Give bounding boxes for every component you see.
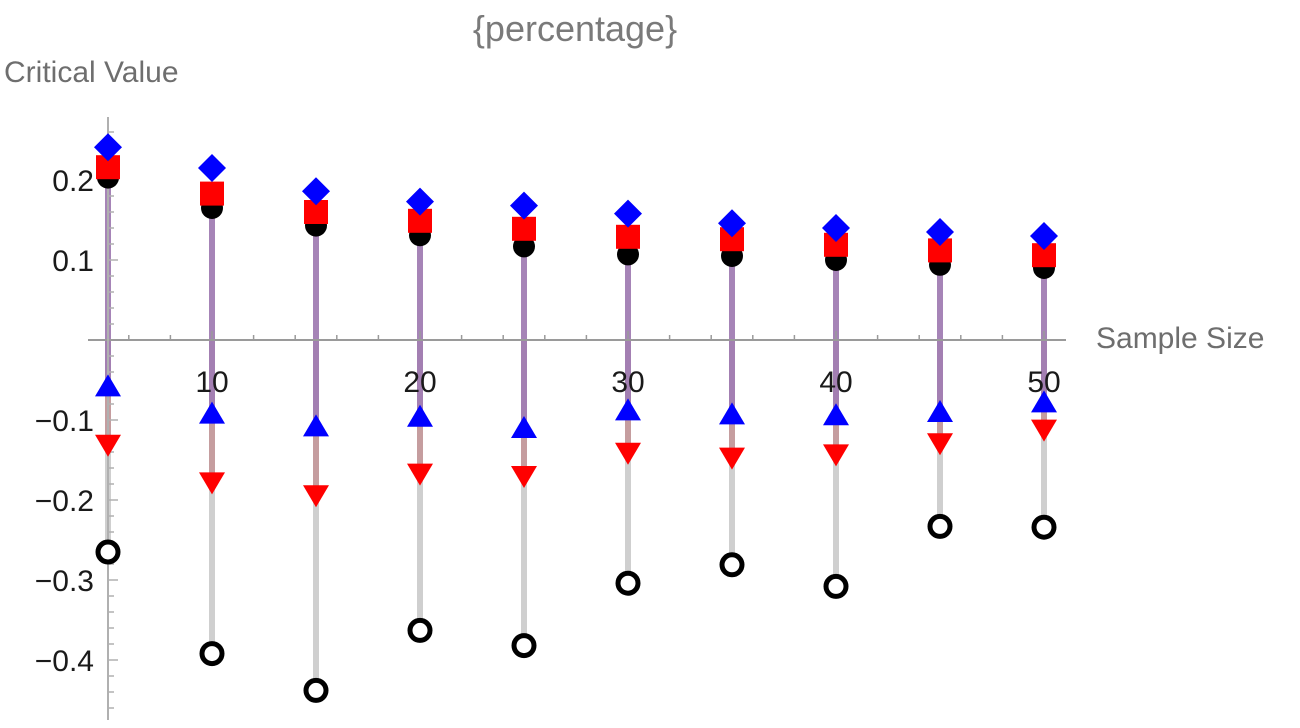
triangle-down-marker: [1031, 419, 1057, 442]
axes: 10 20 30 40 50−0.4−0.3−0.2−0.10.10.2: [35, 117, 1066, 720]
y-axis-label: Critical Value: [4, 56, 179, 89]
triangle-up-marker: [407, 404, 433, 427]
diamond-marker: [614, 199, 642, 228]
open-circle-marker: [1031, 514, 1057, 540]
square-marker: [824, 232, 848, 257]
chart-title: {percentage}: [472, 8, 678, 49]
triangle-up-marker: [95, 374, 121, 397]
diamond-marker: [302, 177, 330, 206]
x-tick-label: 10: [195, 366, 228, 399]
open-circle-marker: [823, 573, 849, 599]
open-circle-marker: [95, 539, 121, 565]
diamond-marker: [94, 133, 122, 162]
diamond-marker: [510, 191, 538, 220]
open-circle-marker: [199, 641, 225, 667]
open-circle-marker: [303, 677, 329, 703]
open-circle-marker: [927, 513, 953, 539]
x-tick-label: 30: [611, 366, 644, 399]
filled-circle-marker: [513, 235, 535, 258]
diamond-marker: [198, 154, 226, 182]
y-tick-label: 0.1: [52, 245, 94, 278]
open-circle-marker: [615, 570, 641, 596]
triangle-up-marker: [615, 398, 641, 421]
square-marker: [512, 216, 536, 241]
triangle-down-marker: [511, 466, 537, 488]
y-tick-label: −0.2: [35, 485, 94, 518]
triangle-down-marker: [95, 434, 121, 457]
triangle-down-marker: [719, 447, 745, 470]
markers: [94, 133, 1058, 703]
x-tick-label: 20: [403, 366, 436, 399]
triangle-up-marker: [719, 402, 745, 425]
filled-circle-marker: [617, 243, 639, 266]
y-tick-label: 0.2: [52, 165, 94, 198]
triangle-up-marker: [823, 403, 849, 426]
triangle-up-marker: [1031, 390, 1057, 413]
triangle-down-marker: [615, 442, 641, 465]
square-marker: [616, 224, 640, 249]
open-circle-marker: [719, 552, 745, 578]
diamond-marker: [822, 214, 850, 242]
stems: [105, 177, 1047, 691]
triangle-down-marker: [927, 433, 953, 456]
open-circle-marker: [511, 633, 537, 659]
triangle-down-marker: [303, 485, 329, 508]
diamond-marker: [926, 218, 954, 246]
triangle-up-marker: [303, 414, 329, 437]
triangle-down-marker: [823, 444, 849, 467]
triangle-up-marker: [927, 400, 953, 422]
triangle-down-marker: [407, 463, 433, 486]
y-tick-label: −0.4: [35, 645, 94, 678]
open-circle-marker: [407, 617, 433, 643]
diamond-marker: [1030, 222, 1058, 250]
y-tick-label: −0.1: [35, 405, 94, 438]
x-tick-label: 40: [819, 366, 852, 399]
square-marker: [200, 181, 224, 206]
diamond-marker: [718, 209, 746, 238]
y-tick-label: −0.3: [35, 565, 94, 598]
triangle-down-marker: [199, 472, 225, 495]
diamond-marker: [406, 187, 434, 216]
triangle-up-marker: [199, 401, 225, 424]
triangle-up-marker: [511, 416, 537, 438]
x-axis-label: Sample Size: [1096, 322, 1265, 355]
